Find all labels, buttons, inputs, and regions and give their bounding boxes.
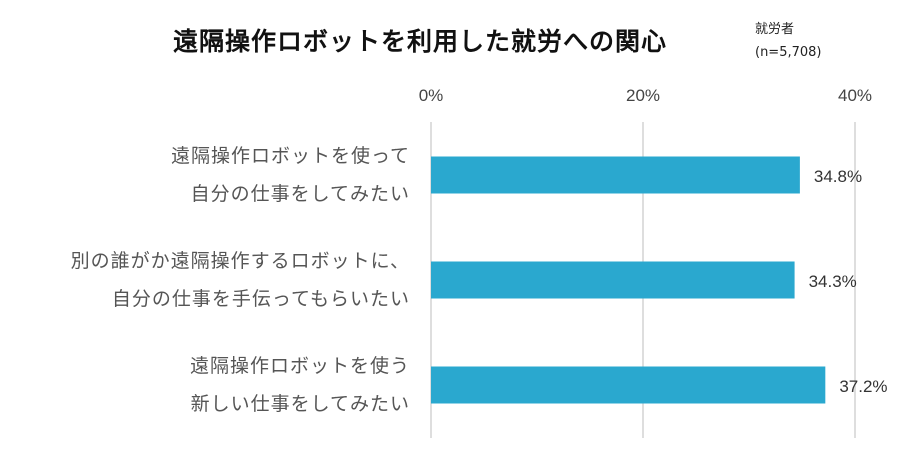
x-tick-label: 40% xyxy=(838,86,872,105)
data-label: 37.2% xyxy=(839,377,887,396)
data-label: 34.3% xyxy=(809,272,857,291)
category-label: 遠隔操作ロボットを使う xyxy=(190,355,410,377)
x-tick-label: 20% xyxy=(626,86,660,105)
category-label: 自分の仕事をしてみたい xyxy=(191,183,410,205)
sample-group-label: 就労者 xyxy=(755,22,795,37)
bar xyxy=(431,366,826,404)
bar xyxy=(431,156,800,194)
bar xyxy=(431,261,795,299)
category-label: 別の誰がか遠隔操作するロボットに、 xyxy=(71,250,410,272)
x-tick-label: 0% xyxy=(419,86,444,105)
chart-title: 遠隔操作ロボットを利用した就労への関心 xyxy=(172,27,667,56)
data-label: 34.8% xyxy=(814,167,862,186)
category-label: 自分の仕事を手伝ってもらいたい xyxy=(112,288,410,310)
category-label: 遠隔操作ロボットを使って xyxy=(171,145,410,167)
sample-note: 就労者 (n=5,708) xyxy=(755,18,822,64)
sample-size-label: (n=5,708) xyxy=(755,45,822,60)
category-label: 新しい仕事をしてみたい xyxy=(191,393,410,415)
